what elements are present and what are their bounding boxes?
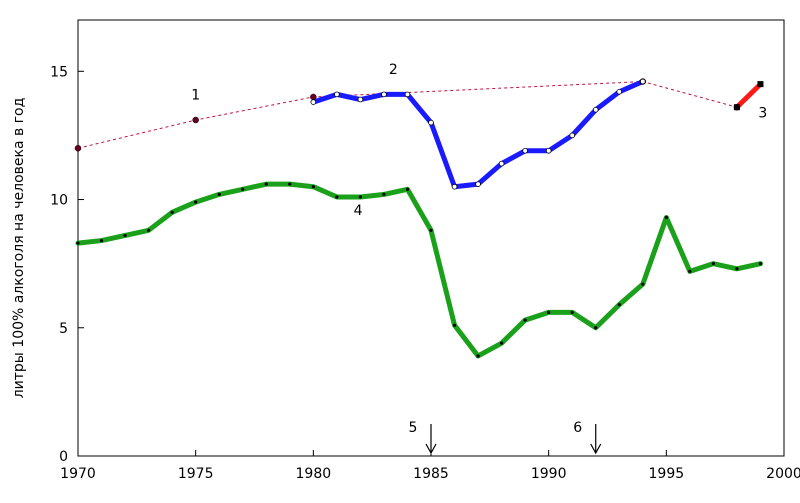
x-tick-label: 1975 — [178, 466, 214, 482]
series-4-point — [382, 192, 386, 196]
x-tick-label: 1970 — [60, 466, 96, 482]
y-tick-label: 5 — [59, 321, 68, 337]
series-1-line — [77, 81, 738, 149]
event-label: 5 — [409, 420, 418, 436]
series-2-point — [639, 78, 646, 85]
series-4-point — [335, 195, 339, 199]
y-tick-label: 10 — [50, 193, 68, 209]
series-1-point — [74, 144, 82, 152]
event-label: 6 — [573, 420, 582, 436]
series-2-point — [310, 99, 317, 105]
series-label: 1 — [191, 88, 200, 104]
series-label: 3 — [758, 105, 767, 121]
series-3-line — [734, 81, 763, 110]
x-tick-label: 1985 — [413, 466, 449, 482]
series-4-point — [758, 262, 763, 266]
series-4-point — [358, 195, 362, 199]
y-tick-label: 15 — [50, 64, 68, 80]
series-4-point — [570, 310, 574, 314]
series-4-point — [500, 341, 504, 345]
series-4-point — [288, 182, 292, 186]
series-4-point — [452, 323, 457, 327]
series-2-point — [475, 181, 481, 187]
series-layer — [74, 78, 764, 359]
series-2-point — [357, 96, 364, 103]
series-2-point — [616, 89, 623, 95]
series-2-point — [428, 119, 434, 126]
series-2-point — [381, 91, 387, 98]
x-tick-label: 1995 — [649, 466, 685, 482]
series-4-point — [311, 185, 315, 189]
series-4-point — [217, 192, 221, 196]
series-4-point — [735, 267, 739, 271]
event-arrow-head — [590, 443, 602, 455]
series-2-point — [569, 132, 575, 139]
series-2-point — [545, 148, 552, 154]
series-4-point — [170, 210, 174, 214]
x-tick-label: 1990 — [531, 466, 567, 482]
series-4-point — [76, 241, 80, 245]
series-4-point — [147, 228, 151, 232]
series-4-point — [641, 282, 645, 286]
series-2-point — [592, 106, 599, 113]
series-4-point — [99, 238, 104, 243]
y-tick-label: 0 — [59, 449, 68, 465]
series-4-point — [429, 228, 433, 232]
event-arrow-head — [425, 443, 437, 455]
series-1-point — [310, 93, 317, 101]
series-4-point — [523, 318, 527, 322]
series-labels: 1 2 3 4 — [191, 62, 767, 219]
series-4-line — [75, 181, 763, 359]
series-3-point — [757, 81, 764, 88]
series-2-point — [404, 91, 411, 98]
series-2-line — [310, 79, 646, 190]
series-4-point — [711, 262, 716, 266]
series-4-point — [547, 310, 551, 314]
series-2-point — [451, 183, 458, 190]
series-4-point — [617, 303, 621, 307]
series-4-point — [194, 200, 198, 204]
x-tick-label: 1980 — [296, 466, 332, 482]
series-4-point — [688, 269, 692, 273]
series-4-point — [123, 233, 127, 238]
series-3-point — [733, 104, 740, 111]
series-2-point — [334, 91, 340, 98]
series-label: 2 — [389, 62, 398, 78]
series-4-point — [664, 215, 668, 220]
series-4-point — [476, 354, 480, 358]
series-4-point — [405, 187, 410, 191]
series-4-point — [594, 326, 598, 330]
series-4-point — [241, 187, 245, 191]
series-4-point — [264, 182, 268, 186]
x-tick-label: 2000 — [766, 466, 800, 482]
series-2-point — [498, 160, 505, 167]
series-2-point — [522, 148, 528, 154]
series-label: 4 — [354, 203, 363, 219]
series-1-point — [192, 116, 199, 124]
y-axis-label: литры 100% алкоголя на человека в год — [11, 98, 27, 399]
